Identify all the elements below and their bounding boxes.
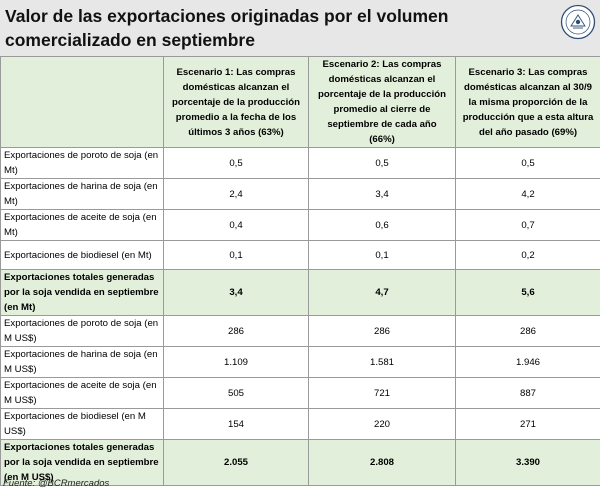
row-label: Exportaciones de harina de soja (en M US…	[0, 346, 164, 378]
table-row: Exportaciones de biodiesel (en M US$) 154…	[0, 408, 600, 440]
row-label: Exportaciones de biodiesel (en Mt)	[0, 240, 164, 270]
row-label: Exportaciones totales generadas por la s…	[0, 269, 164, 316]
cell-scenario-1: 2.055	[163, 439, 309, 486]
table-row: Exportaciones de harina de soja (en Mt) 2…	[0, 178, 600, 210]
cell-scenario-1: 0,4	[163, 209, 309, 241]
table-row-total: Exportaciones totales generadas por la s…	[0, 269, 600, 316]
cell-scenario-3: 271	[455, 408, 600, 440]
cell-scenario-2: 3,4	[308, 178, 456, 210]
cell-scenario-1: 2,4	[163, 178, 309, 210]
header-scenario-1: Escenario 1: Las compras domésticas alca…	[163, 56, 309, 148]
cell-scenario-2: 721	[308, 377, 456, 409]
row-label: Exportaciones de aceite de soja (en M US…	[0, 377, 164, 409]
header-empty	[0, 56, 164, 148]
cell-scenario-1: 1.109	[163, 346, 309, 378]
cell-scenario-1: 0,5	[163, 147, 309, 179]
cell-scenario-2: 0,6	[308, 209, 456, 241]
table-header-row: Escenario 1: Las compras domésticas alca…	[0, 56, 600, 148]
cell-scenario-3: 0,7	[455, 209, 600, 241]
row-label: Exportaciones de harina de soja (en Mt)	[0, 178, 164, 210]
page-title: Valor de las exportaciones originadas po…	[5, 6, 449, 50]
header-scenario-2: Escenario 2: Las compras domésticas alca…	[308, 56, 456, 148]
title-bar: Valor de las exportaciones originadas po…	[0, 0, 600, 56]
cell-scenario-3: 286	[455, 315, 600, 347]
cell-scenario-1: 286	[163, 315, 309, 347]
row-label: Exportaciones de poroto de soja (en Mt)	[0, 147, 164, 179]
header-scenario-3: Escenario 3: Las compras domésticas alca…	[455, 56, 600, 148]
cell-scenario-3: 3.390	[455, 439, 600, 486]
cell-scenario-2: 286	[308, 315, 456, 347]
cell-scenario-3: 0,2	[455, 240, 600, 270]
cell-scenario-2: 0,1	[308, 240, 456, 270]
row-label: Exportaciones de aceite de soja (en Mt)	[0, 209, 164, 241]
cell-scenario-1: 505	[163, 377, 309, 409]
table-body: Exportaciones de poroto de soja (en Mt) 0…	[0, 147, 600, 486]
row-label: Exportaciones de poroto de soja (en M US…	[0, 315, 164, 347]
table-row: Exportaciones de aceite de soja (en M US…	[0, 377, 600, 409]
cell-scenario-1: 3,4	[163, 269, 309, 316]
row-label: Exportaciones totales generadas por la s…	[0, 439, 164, 486]
source-note: Fuente: @BCRmercados	[3, 478, 110, 489]
cell-scenario-1: 0,1	[163, 240, 309, 270]
cell-scenario-3: 887	[455, 377, 600, 409]
table-row: Exportaciones de biodiesel (en Mt) 0,1 0,1…	[0, 240, 600, 270]
cell-scenario-3: 0,5	[455, 147, 600, 179]
cell-scenario-2: 4,7	[308, 269, 456, 316]
table-row: Exportaciones de harina de soja (en M US…	[0, 346, 600, 378]
row-label: Exportaciones de biodiesel (en M US$)	[0, 408, 164, 440]
table-row: Exportaciones de aceite de soja (en Mt) 0…	[0, 209, 600, 241]
cell-scenario-3: 5,6	[455, 269, 600, 316]
cell-scenario-3: 1.946	[455, 346, 600, 378]
table-row: Exportaciones de poroto de soja (en M US…	[0, 315, 600, 347]
cell-scenario-2: 0,5	[308, 147, 456, 179]
bcr-seal-logo	[560, 4, 596, 40]
exports-table: Escenario 1: Las compras domésticas alca…	[0, 56, 600, 486]
cell-scenario-2: 220	[308, 408, 456, 440]
cell-scenario-1: 154	[163, 408, 309, 440]
table-row-total: Exportaciones totales generadas por la s…	[0, 439, 600, 486]
cell-scenario-3: 4,2	[455, 178, 600, 210]
cell-scenario-2: 2.808	[308, 439, 456, 486]
table-row: Exportaciones de poroto de soja (en Mt) 0…	[0, 147, 600, 179]
cell-scenario-2: 1.581	[308, 346, 456, 378]
